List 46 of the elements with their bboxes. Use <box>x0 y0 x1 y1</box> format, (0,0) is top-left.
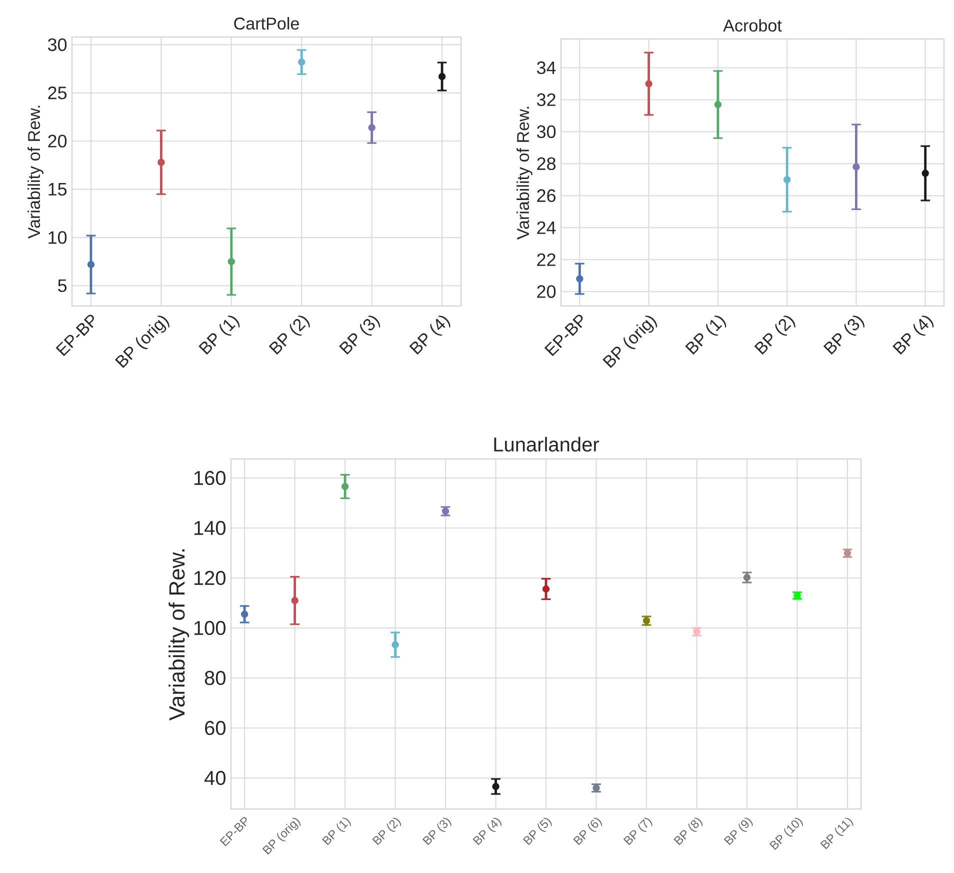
y-tick-label: 24 <box>537 221 556 234</box>
y-axis-title: Variability of Rew. <box>28 106 44 239</box>
x-tick-label: BP (7) <box>623 818 652 846</box>
y-tick-label: 20 <box>537 285 556 298</box>
y-tick-label: 26 <box>537 189 556 202</box>
x-tick-label: BP (2) <box>372 818 402 846</box>
x-tick-label: BP (1) <box>322 818 351 846</box>
y-tick-label: 80 <box>204 670 226 686</box>
x-tick-label: BP (3) <box>422 818 452 846</box>
x-tick-label: BP (4) <box>409 316 450 355</box>
y-tick-label: 28 <box>537 157 556 170</box>
x-tick-label: BP (9) <box>724 818 753 846</box>
y-tick-label: 40 <box>204 770 226 786</box>
x-tick-label: BP (8) <box>674 818 703 846</box>
x-tick-label: BP (3) <box>339 316 380 355</box>
y-axis-title: Variability of Rew. <box>516 106 532 240</box>
x-tick-label: BP (2) <box>268 316 310 355</box>
y-tick-label: 10 <box>48 231 67 244</box>
x-tick-label: BP (2) <box>754 316 796 355</box>
chart-title: CartPole <box>234 17 299 30</box>
y-tick-label: 22 <box>537 253 556 266</box>
x-tick-label: BP (6) <box>573 818 602 846</box>
x-tick-label: BP (3) <box>823 316 864 355</box>
y-axis-title: Variability of Rew. <box>168 549 190 720</box>
y-tick-label: 5 <box>58 279 67 292</box>
y-tick-label: 25 <box>48 86 67 100</box>
y-tick-label: 15 <box>48 183 67 196</box>
y-tick-label: 20 <box>48 134 67 148</box>
chart-title: Lunarlander <box>494 436 600 452</box>
x-tick-label: BP (4) <box>472 818 502 846</box>
x-tick-label: BP (1) <box>685 316 726 355</box>
x-tick-label: BP (4) <box>892 316 934 355</box>
y-tick-label: 32 <box>536 93 556 106</box>
x-tick-label: BP (1) <box>198 316 240 355</box>
y-tick-label: 100 <box>194 620 226 636</box>
y-tick-label: 34 <box>536 61 556 74</box>
x-tick-label: BP (11) <box>820 818 854 850</box>
y-tick-label: 140 <box>194 520 226 536</box>
y-tick-label: 60 <box>205 720 226 736</box>
chart-title: Acrobot <box>723 19 782 32</box>
y-tick-label: 120 <box>194 570 226 586</box>
y-tick-label: 160 <box>194 470 226 486</box>
x-tick-label: BP (5) <box>522 818 552 846</box>
x-tick-label: BP (10) <box>769 818 804 850</box>
y-tick-label: 30 <box>48 38 67 52</box>
y-tick-label: 30 <box>536 125 556 138</box>
